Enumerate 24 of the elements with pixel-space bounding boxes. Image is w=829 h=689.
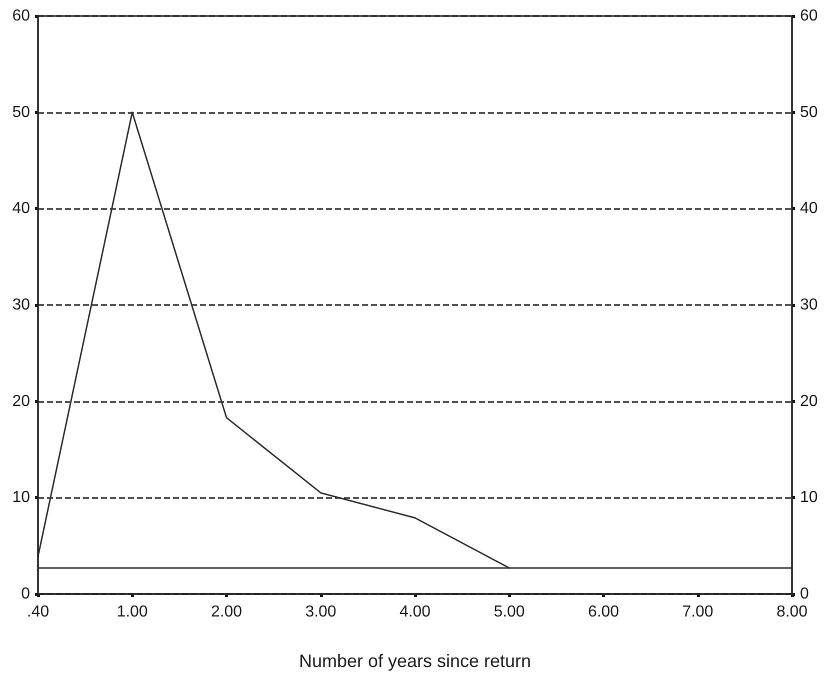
- x-tick-label: 5.00: [494, 604, 525, 620]
- x-tick-label: 8.00: [776, 604, 808, 620]
- y2-tick-label: 20: [800, 392, 818, 410]
- y2-tick-label: 10: [800, 489, 818, 506]
- y-tick-label: 0: [21, 586, 30, 602]
- y-tick-label: 40: [12, 200, 30, 218]
- x-tick-label: 2.00: [210, 604, 242, 620]
- y-tick-label: 30: [12, 296, 30, 314]
- x-tick-label: 1.00: [116, 604, 148, 620]
- y-tick-label: 10: [12, 489, 30, 506]
- x-tick-label: 4.00: [399, 604, 431, 620]
- y-tick-label: 50: [12, 104, 30, 121]
- y-tick-label: 60: [12, 8, 30, 24]
- y2-tick-label: 30: [800, 296, 818, 314]
- y2-tick-label: 40: [800, 200, 818, 218]
- y-tick-label: 20: [12, 392, 30, 410]
- x-axis-title: Number of years since return: [298, 651, 532, 671]
- x-tick-label: 3.00: [305, 604, 336, 620]
- y2-tick-label: 60: [800, 8, 818, 24]
- y2-tick-label: 0: [800, 586, 809, 602]
- x-tick-label: 6.00: [588, 604, 620, 620]
- y2-tick-label: 50: [800, 104, 818, 121]
- x-tick-label: 7.00: [682, 604, 714, 620]
- x-tick-label: .40: [26, 604, 50, 620]
